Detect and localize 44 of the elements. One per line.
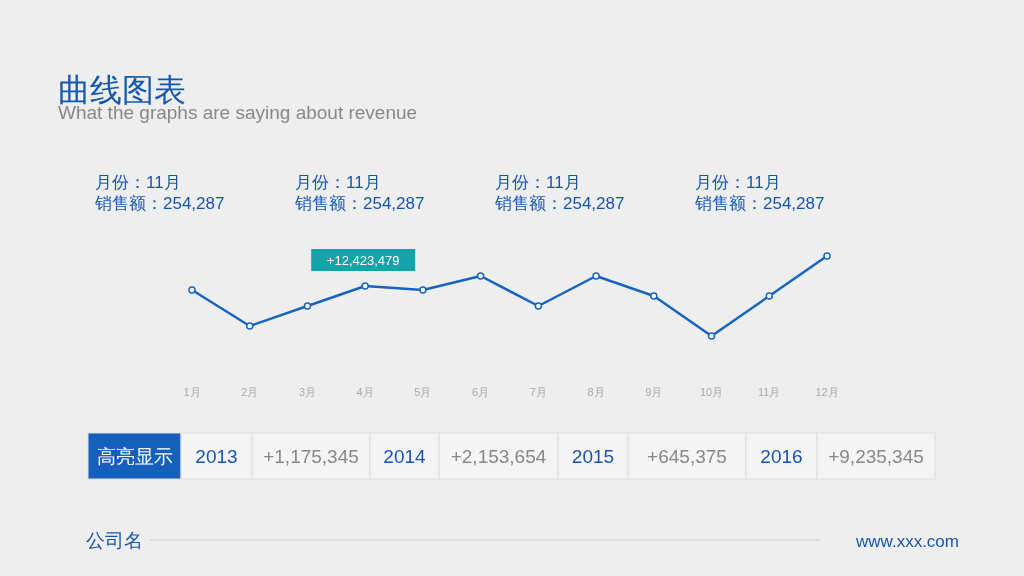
text: +2,153,654: [450, 446, 547, 467]
text: +1,175,345: [263, 446, 359, 467]
text: 2013: [195, 446, 238, 467]
text: 销售额：254,287: [294, 194, 425, 213]
point: [188, 286, 196, 294]
text: 高亮显示: [96, 446, 173, 467]
point: [765, 292, 774, 300]
text: 2015: [571, 446, 615, 467]
point: [245, 322, 254, 330]
point: [303, 302, 312, 310]
text: 2014: [383, 446, 427, 467]
annotation: +12,423,479: [326, 253, 400, 268]
text: 销售额：254,287: [694, 194, 825, 213]
point: [361, 282, 369, 290]
point: [707, 332, 716, 340]
x-tick-label: 1月: [183, 386, 201, 398]
x-tick-label: 10月: [699, 386, 724, 398]
point: [823, 252, 831, 260]
x-tick-label: 6月: [472, 386, 490, 398]
x-tick-label: 11月: [758, 386, 781, 398]
point: [592, 272, 600, 280]
x-tick-label: 7月: [529, 386, 547, 398]
x-tick-label: 12月: [815, 386, 839, 398]
text: 月份：11月: [295, 173, 381, 192]
text: +9,235,345: [828, 446, 924, 467]
x-tick-label: 2月: [241, 386, 259, 398]
text: 销售额：254,287: [94, 194, 225, 213]
point: [650, 292, 658, 300]
point: [476, 272, 485, 280]
point: [534, 302, 543, 310]
x-tick-label: 3月: [298, 386, 317, 398]
x-tick-label: 8月: [587, 386, 605, 398]
x-tick-label: 9月: [645, 386, 663, 398]
text: +645,375: [647, 446, 727, 467]
text: 销售额：254,287: [494, 194, 625, 213]
text: 2016: [760, 446, 803, 467]
text: 月份：11月: [95, 173, 181, 192]
text: www.xxx.com: [855, 532, 959, 551]
text: 月份：11月: [495, 173, 581, 192]
x-tick-label: 5月: [414, 386, 432, 398]
text: 公司名: [86, 530, 143, 551]
text: 月份：11月: [695, 173, 781, 192]
point: [419, 286, 427, 294]
x-tick-label: 4月: [356, 386, 374, 398]
